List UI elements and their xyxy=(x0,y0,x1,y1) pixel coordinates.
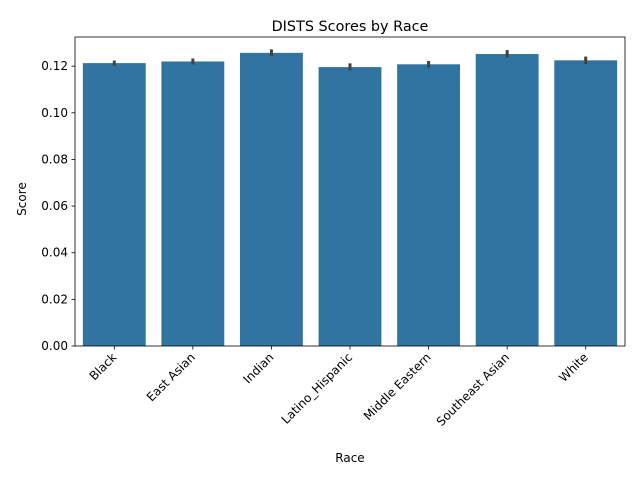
y-tick-label-1: 0.02 xyxy=(41,292,68,306)
bar-2 xyxy=(240,52,303,346)
chart-title: DISTS Scores by Race xyxy=(272,19,429,35)
y-tick-label-6: 0.12 xyxy=(41,59,68,73)
x-axis-label: Race xyxy=(335,451,364,465)
bar-4 xyxy=(397,64,460,347)
plot-area: 0.00 0.02 0.04 0.06 0.08 0.10 0.12 Black East As… xyxy=(41,36,626,429)
y-tick-label-2: 0.04 xyxy=(41,246,68,260)
x-tick-label-2: Indian xyxy=(240,350,276,386)
x-tick-label-5: Southeast Asian xyxy=(434,350,513,429)
bar-0 xyxy=(82,63,146,347)
y-tick-label-3: 0.06 xyxy=(41,199,68,213)
x-tick-label-1: East Asian xyxy=(144,350,198,404)
bar-5 xyxy=(475,54,539,347)
y-tick-label-4: 0.08 xyxy=(41,152,68,166)
x-tick-label-0: Black xyxy=(87,350,120,383)
y-axis-label: Score xyxy=(15,182,29,216)
bar-6 xyxy=(554,60,618,347)
x-tick-label-4: Middle Eastern xyxy=(361,350,434,423)
y-tick-label-0: 0.00 xyxy=(41,339,68,353)
bar-1 xyxy=(161,61,225,347)
x-tick-label-6: White xyxy=(556,350,591,385)
y-tick-label-5: 0.10 xyxy=(41,106,68,120)
x-tick-label-3: Latino_Hispanic xyxy=(279,350,355,426)
bar-3 xyxy=(318,67,382,346)
